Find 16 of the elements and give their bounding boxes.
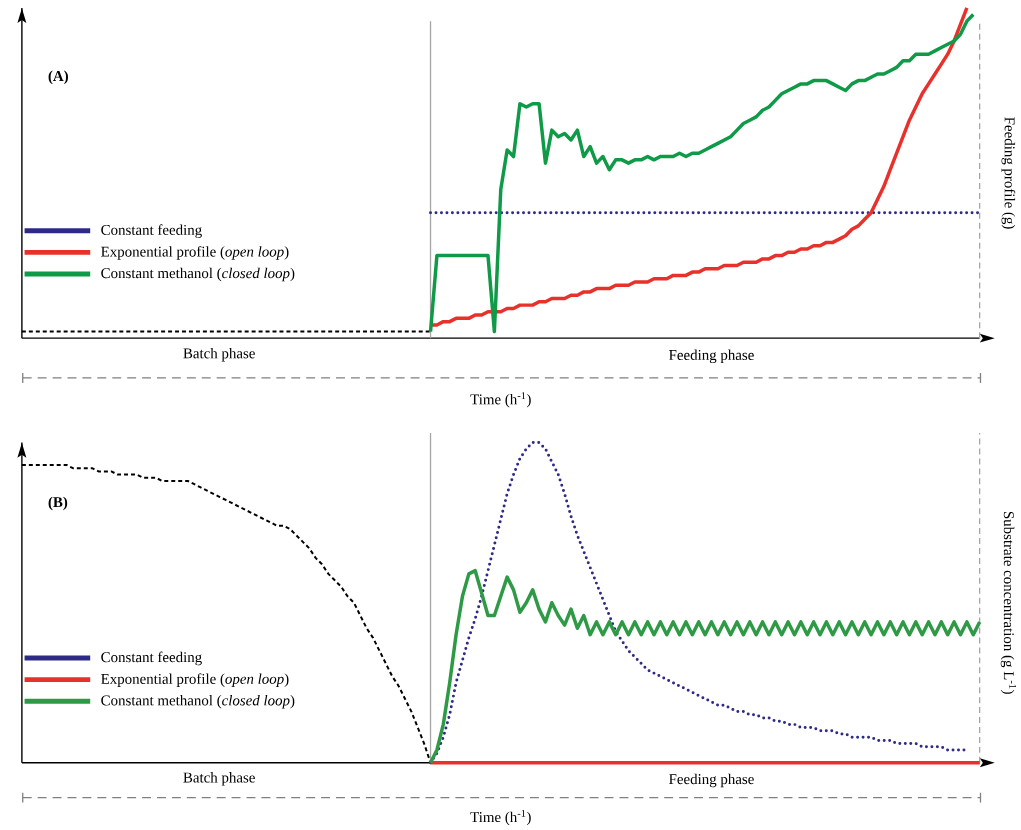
annotation: (A) [48,70,68,84]
legend-label: Constant feeding [101,224,202,238]
y-axis-title: Substrate concentration (g L$^{-1}$) [1000,511,1017,694]
legend-label: Constant methanol (closed loop) [101,267,295,282]
legend-label: Exponential profile (open loop) [101,673,289,687]
text: Batch phase [183,347,255,362]
legend-label: Constant feeding [101,651,202,666]
legend-label: Constant methanol (closed loop) [101,694,295,709]
annotation: (B) [48,496,68,511]
text: Feeding phase [669,349,754,364]
text: Feeding phase [669,773,754,788]
x-axis-title: Time (h$^{-1}$) [470,809,531,826]
x-axis-title: Time (h$^{-1}$) [470,392,531,408]
y-axis-title: Feeding profile (g) [1001,117,1016,229]
text: Batch phase [183,772,255,786]
legend-label: Exponential profile (open loop) [101,245,289,260]
